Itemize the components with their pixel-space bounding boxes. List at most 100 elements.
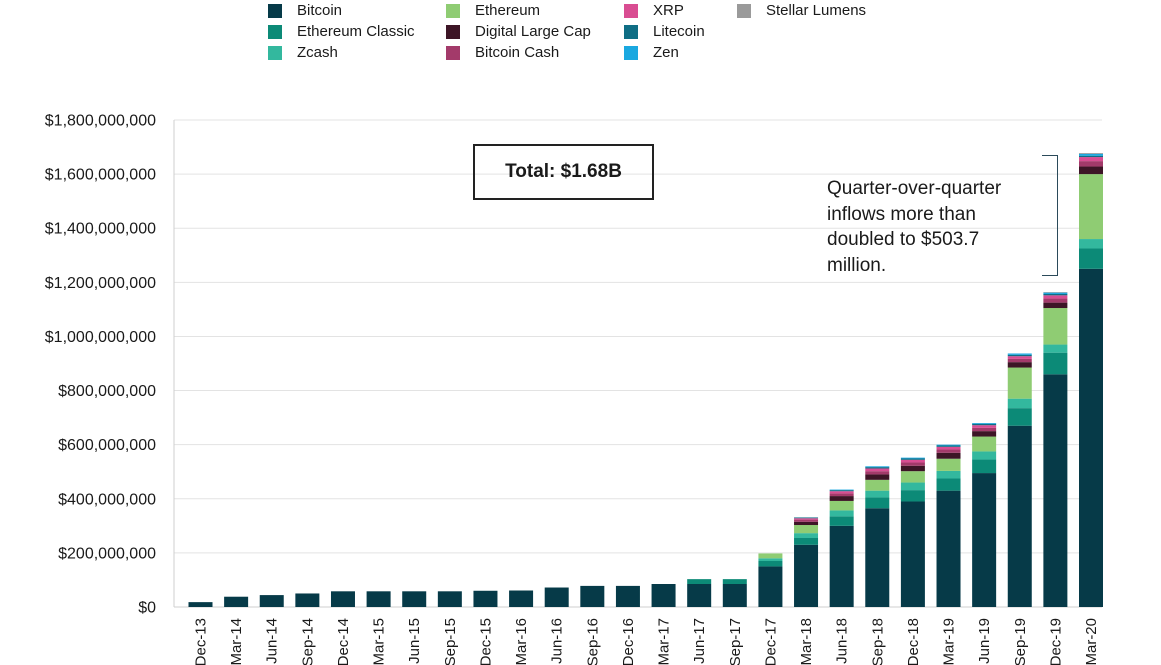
bar-segment [437,591,462,607]
legend-swatch [268,46,282,60]
bar-segment [544,587,569,607]
bar-segment [1079,155,1103,158]
bar-segment [615,585,640,607]
bar-segment [1043,292,1068,293]
legend-swatch [624,25,638,39]
x-tick-label: Jun-14 [264,618,281,664]
bar-segment [473,590,498,607]
x-tick-label: Mar-15 [371,618,388,665]
legend-swatch [268,25,282,39]
legend-swatch [268,4,282,18]
inflow-annotation: Quarter-over-quarter inflows more than d… [827,178,1002,276]
bar-segment [972,451,997,460]
bar-segment [651,584,676,607]
bar-segment [259,595,284,607]
bar-segment [900,471,925,483]
bar-segment [936,490,961,607]
bar-segment [829,500,854,511]
y-tick-label: $1,400,000,000 [45,221,156,238]
bar-segment [1043,352,1068,375]
y-tick-label: $800,000,000 [58,383,156,400]
y-tick-label: $1,600,000,000 [45,167,156,184]
bar-segment [794,525,819,534]
bar-segment [794,517,819,519]
x-tick-label: Jun-17 [691,618,708,664]
x-tick-label: Mar-18 [798,618,815,665]
legend-label: Ethereum Classic [297,23,415,40]
bar-segment [972,423,997,426]
bar-segment [936,445,961,447]
bar-segment [972,436,997,452]
bar-segment [1079,268,1103,607]
bar-segment [1043,374,1068,607]
bar-segment [900,457,925,459]
x-tick-label: Mar-20 [1083,618,1100,665]
bar-segment [900,458,925,460]
bar-segment [900,490,925,502]
bar-segment [1079,239,1103,249]
bracket-marker [1042,155,1058,276]
bar-segment [1043,308,1068,345]
legend-label: Zcash [297,44,338,61]
bar-segment [900,465,925,472]
y-tick-label: $1,000,000,000 [45,329,156,346]
bar-segment [1079,166,1103,175]
bar-segment [1043,292,1068,294]
y-tick-label: $0 [138,600,156,617]
x-tick-label: Sep-15 [442,618,459,665]
x-tick-label: Dec-13 [193,618,210,665]
legend-label: Litecoin [653,23,705,40]
x-tick-label: Jun-18 [834,618,851,664]
bar-segment [936,458,961,471]
x-tick-label: Mar-16 [513,618,530,665]
bar-segment [794,544,819,607]
x-tick-label: Jun-19 [976,618,993,664]
x-tick-label: Jun-15 [406,618,423,664]
bar-segment [829,525,854,607]
bar-segment [1043,344,1068,353]
bar-segment [972,425,997,428]
bar-segment [900,459,925,463]
x-tick-label: Mar-14 [228,618,245,665]
bar-segment [829,516,854,526]
bar-segment [1007,398,1032,409]
y-tick-label: $1,200,000,000 [45,275,156,292]
bar-segment [794,521,819,526]
legend-label: Digital Large Cap [475,23,591,40]
bar-segment [972,423,997,424]
x-tick-label: Jun-16 [549,618,566,664]
legend-swatch [446,4,460,18]
legend-swatch [737,4,751,18]
total-annotation: Total: $1.68B [473,144,654,200]
bar-segment [1007,362,1032,368]
y-tick-label: $600,000,000 [58,437,156,454]
x-tick-label: Dec-14 [335,618,352,665]
legend-swatch [624,4,638,18]
bar-segment [1007,425,1032,607]
x-tick-label: Sep-14 [299,618,316,665]
bar-segment [794,518,819,520]
x-tick-label: Sep-19 [1012,618,1029,665]
bar-segment [936,444,961,446]
bar-segment [1079,174,1103,240]
bar-segment [829,496,854,501]
legend-label: Bitcoin Cash [475,44,560,61]
bar-segment [1007,354,1032,357]
bar-segment [224,596,249,607]
bar-segment [972,427,997,432]
bar-segment [900,462,925,466]
bar-segment [865,479,890,491]
bar-segment [366,591,391,607]
x-tick-label: Dec-18 [905,618,922,665]
bar-segment [509,590,534,607]
bar-segment [900,482,925,491]
x-tick-label: Mar-17 [656,618,673,665]
y-tick-label: $200,000,000 [58,545,156,562]
bar-segment [1043,293,1068,296]
bar-segment [1043,295,1068,299]
legend-swatch [624,46,638,60]
x-tick-label: Dec-15 [477,618,494,665]
bar-segment [865,497,890,509]
bar-segment [972,431,997,437]
